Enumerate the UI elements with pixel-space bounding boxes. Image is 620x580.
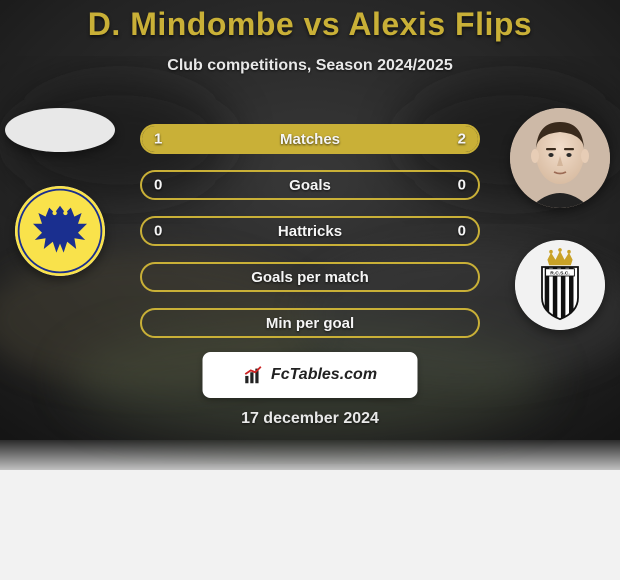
player-right-column: R.C.S.C. bbox=[500, 108, 620, 330]
stat-value-left: 0 bbox=[154, 223, 162, 240]
stat-value-right: 2 bbox=[458, 131, 466, 148]
source-site-box: FcTables.com bbox=[203, 352, 418, 398]
stat-label: Min per goal bbox=[142, 315, 478, 332]
stat-value-right: 0 bbox=[458, 223, 466, 240]
footer-date: 17 december 2024 bbox=[0, 410, 620, 428]
svg-text:R.C.S.C.: R.C.S.C. bbox=[550, 271, 570, 277]
player-left-avatar-placeholder bbox=[5, 108, 115, 152]
club-badge-left bbox=[15, 186, 105, 276]
stat-label: Matches bbox=[142, 131, 478, 148]
stat-row: Goals0 0 bbox=[140, 170, 480, 200]
subtitle: Club competitions, Season 2024/2025 bbox=[0, 57, 620, 75]
player-left-column bbox=[0, 108, 120, 276]
player-right-avatar bbox=[510, 108, 610, 208]
stat-label: Goals per match bbox=[142, 269, 478, 286]
stat-row: Min per goal bbox=[140, 308, 480, 338]
stat-value-left: 0 bbox=[154, 177, 162, 194]
club-badge-right: R.C.S.C. bbox=[515, 240, 605, 330]
stat-value-right: 0 bbox=[458, 177, 466, 194]
stat-row: Goals per match bbox=[140, 262, 480, 292]
stat-row: Hattricks0 0 bbox=[140, 216, 480, 246]
chart-icon bbox=[243, 364, 265, 386]
stat-row: Matches1 2 bbox=[140, 124, 480, 154]
stat-label: Hattricks bbox=[142, 223, 478, 240]
stat-value-left: 1 bbox=[154, 131, 162, 148]
stats-bars: Matches12Goals00Hattricks00Goals per mat… bbox=[140, 124, 480, 338]
stat-label: Goals bbox=[142, 177, 478, 194]
page-title: D. Mindombe vs Alexis Flips bbox=[0, 0, 620, 43]
source-site-name: FcTables.com bbox=[271, 366, 377, 384]
